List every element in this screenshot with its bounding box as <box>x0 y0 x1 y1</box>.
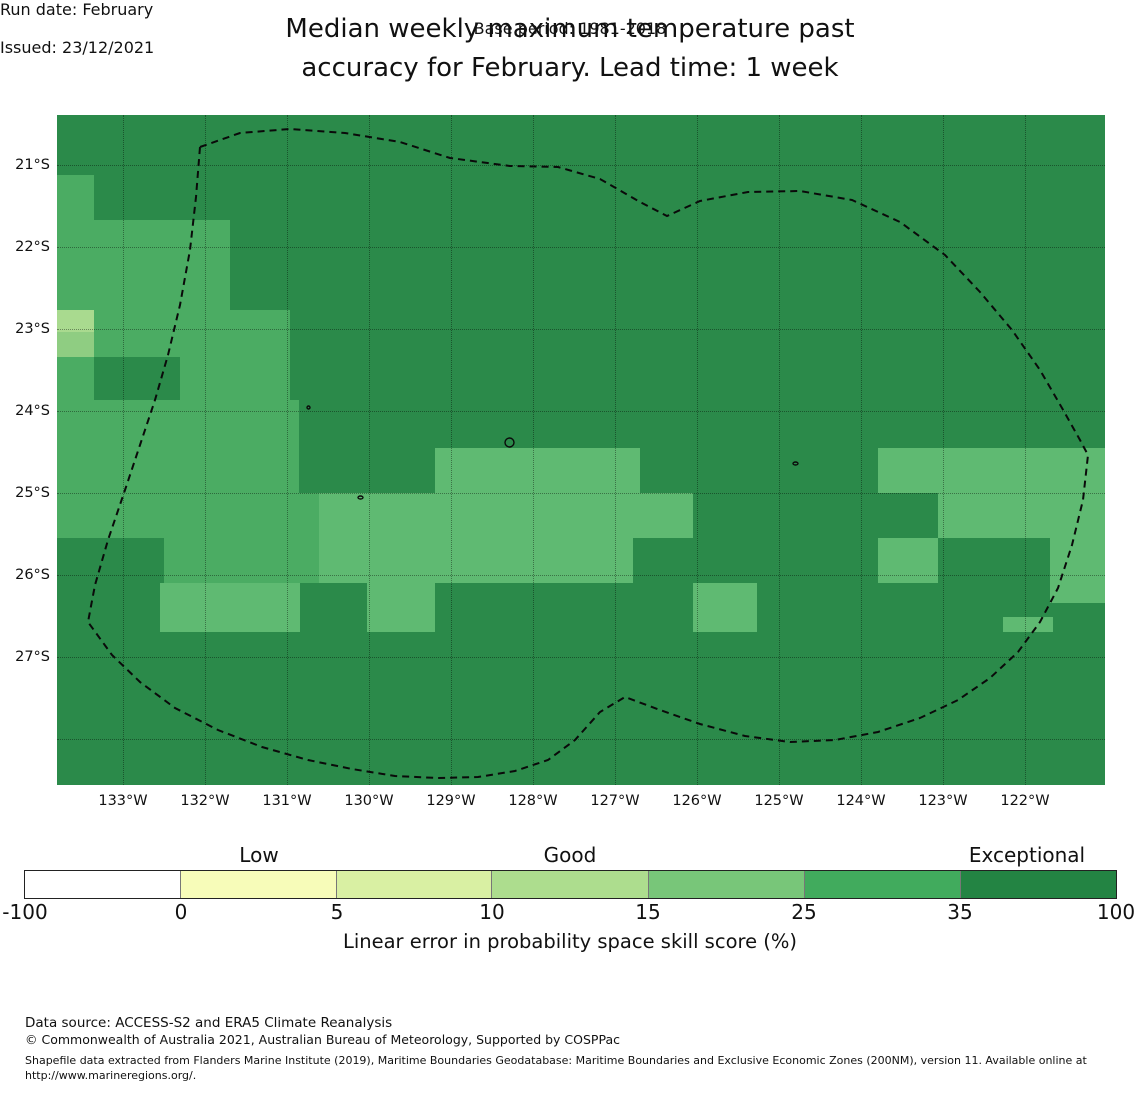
colorbar-axis-title: Linear error in probability space skill … <box>342 930 798 953</box>
island-outlines <box>306 405 799 500</box>
island-outline <box>792 461 799 466</box>
gridline-meridian <box>369 115 370 785</box>
gridline-meridian <box>287 115 288 785</box>
heatmap-cell <box>57 493 319 538</box>
heatmap-cell <box>319 538 633 583</box>
gridline-parallel <box>57 411 1105 412</box>
heatmap-cell <box>435 448 640 493</box>
gridline-meridian <box>533 115 534 785</box>
colorbar-segment <box>336 871 492 898</box>
colorbar-tick-label: 0 <box>174 900 188 924</box>
gridline-meridian <box>1025 115 1026 785</box>
heatmap-cell <box>878 448 1105 493</box>
heatmap-cell <box>160 583 300 632</box>
gridline-parallel <box>57 165 1105 166</box>
copyright-label: © Commonwealth of Australia 2021, Austra… <box>25 1032 620 1047</box>
lat-tick-label: 27°S <box>15 649 50 665</box>
island-outline <box>306 405 311 410</box>
gridline-meridian <box>779 115 780 785</box>
gridline-parallel <box>57 739 1105 740</box>
lon-tick-label: 124°W <box>836 793 886 809</box>
lon-tick-label: 126°W <box>672 793 722 809</box>
lon-tick-label: 123°W <box>918 793 968 809</box>
eez-boundary-overlay <box>86 127 1090 780</box>
gridline-meridian <box>943 115 944 785</box>
colorbar-segment <box>803 871 960 898</box>
colorbar-tick-label: 5 <box>330 900 344 924</box>
gridline-meridian <box>451 115 452 785</box>
lon-tick-label: 122°W <box>1000 793 1050 809</box>
colorbar-segment <box>180 871 337 898</box>
lon-tick-label: 129°W <box>426 793 476 809</box>
gridline-parallel <box>57 247 1105 248</box>
heatmap-cell <box>57 175 94 310</box>
colorbar-tick-label: 35 <box>947 900 973 924</box>
lat-tick-label: 22°S <box>15 239 50 255</box>
lon-tick-label: 131°W <box>262 793 312 809</box>
colorbar-tick-label: 10 <box>479 900 505 924</box>
heatmap-cell <box>367 583 435 632</box>
heatmap-cell <box>319 493 693 538</box>
colorbar-tick-label: -100 <box>2 900 48 924</box>
heatmap-cell <box>1050 538 1105 603</box>
gridline-parallel <box>57 329 1105 330</box>
gridline-parallel <box>57 575 1105 576</box>
colorbar-segment <box>959 871 1116 898</box>
heatmap-cell <box>57 399 299 448</box>
colorbar-tick-label: 25 <box>791 900 817 924</box>
colorbar-category-label: Low <box>239 843 279 867</box>
skill-map <box>57 115 1105 785</box>
heatmap-cell <box>57 448 299 493</box>
colorbar-category-label: Good <box>543 843 597 867</box>
heatmap-cell <box>57 310 94 332</box>
lon-tick-label: 130°W <box>344 793 394 809</box>
lat-tick-label: 24°S <box>15 403 50 419</box>
gridline-meridian <box>205 115 206 785</box>
run-date-label: Run date: February <box>0 0 154 19</box>
lon-tick-label: 127°W <box>590 793 640 809</box>
data-source-label: Data source: ACCESS-S2 and ERA5 Climate … <box>25 1015 393 1031</box>
lon-tick-label: 132°W <box>180 793 230 809</box>
lat-tick-label: 21°S <box>15 157 50 173</box>
eez-dashed-boundary <box>86 127 1090 780</box>
island-outline <box>357 495 364 500</box>
island-outline <box>504 437 515 448</box>
colorbar-segment <box>491 871 648 898</box>
heatmap-cell <box>693 583 757 632</box>
lat-tick-label: 23°S <box>15 321 50 337</box>
colorbar-category-label: Exceptional <box>968 843 1086 867</box>
lon-tick-label: 128°W <box>508 793 558 809</box>
heatmap-cell <box>57 332 94 357</box>
lat-tick-label: 25°S <box>15 485 50 501</box>
gridline-meridian <box>697 115 698 785</box>
gridline-meridian <box>123 115 124 785</box>
gridline-meridian <box>861 115 862 785</box>
heatmap-cell <box>94 310 290 357</box>
heatmap-cell <box>878 538 938 583</box>
heatmap-cell <box>94 220 230 310</box>
chart-title-line1: Median weekly maximum temperature past <box>285 14 855 44</box>
heatmap-cell <box>164 538 319 583</box>
lon-tick-label: 125°W <box>754 793 804 809</box>
chart-title: Median weekly maximum temperature past a… <box>0 10 1140 88</box>
colorbar-segment <box>647 871 804 898</box>
base-period-label: Base period: 1981-2018 <box>473 19 667 38</box>
heatmap-cell <box>180 357 290 400</box>
colorbar <box>24 870 1117 899</box>
issued-label: Issued: 23/12/2021 <box>0 38 155 57</box>
gridline-parallel <box>57 493 1105 494</box>
lat-tick-label: 26°S <box>15 567 50 583</box>
chart-title-line2: accuracy for February. Lead time: 1 week <box>301 53 839 83</box>
colorbar-tick-label: 100 <box>1096 900 1136 924</box>
gridline-meridian <box>615 115 616 785</box>
shapefile-attribution: Shapefile data extracted from Flanders M… <box>25 1054 1087 1082</box>
lon-tick-label: 133°W <box>98 793 148 809</box>
colorbar-segment <box>25 871 181 898</box>
heatmap-cell <box>938 493 1105 538</box>
colorbar-tick-label: 15 <box>635 900 661 924</box>
gridline-parallel <box>57 657 1105 658</box>
